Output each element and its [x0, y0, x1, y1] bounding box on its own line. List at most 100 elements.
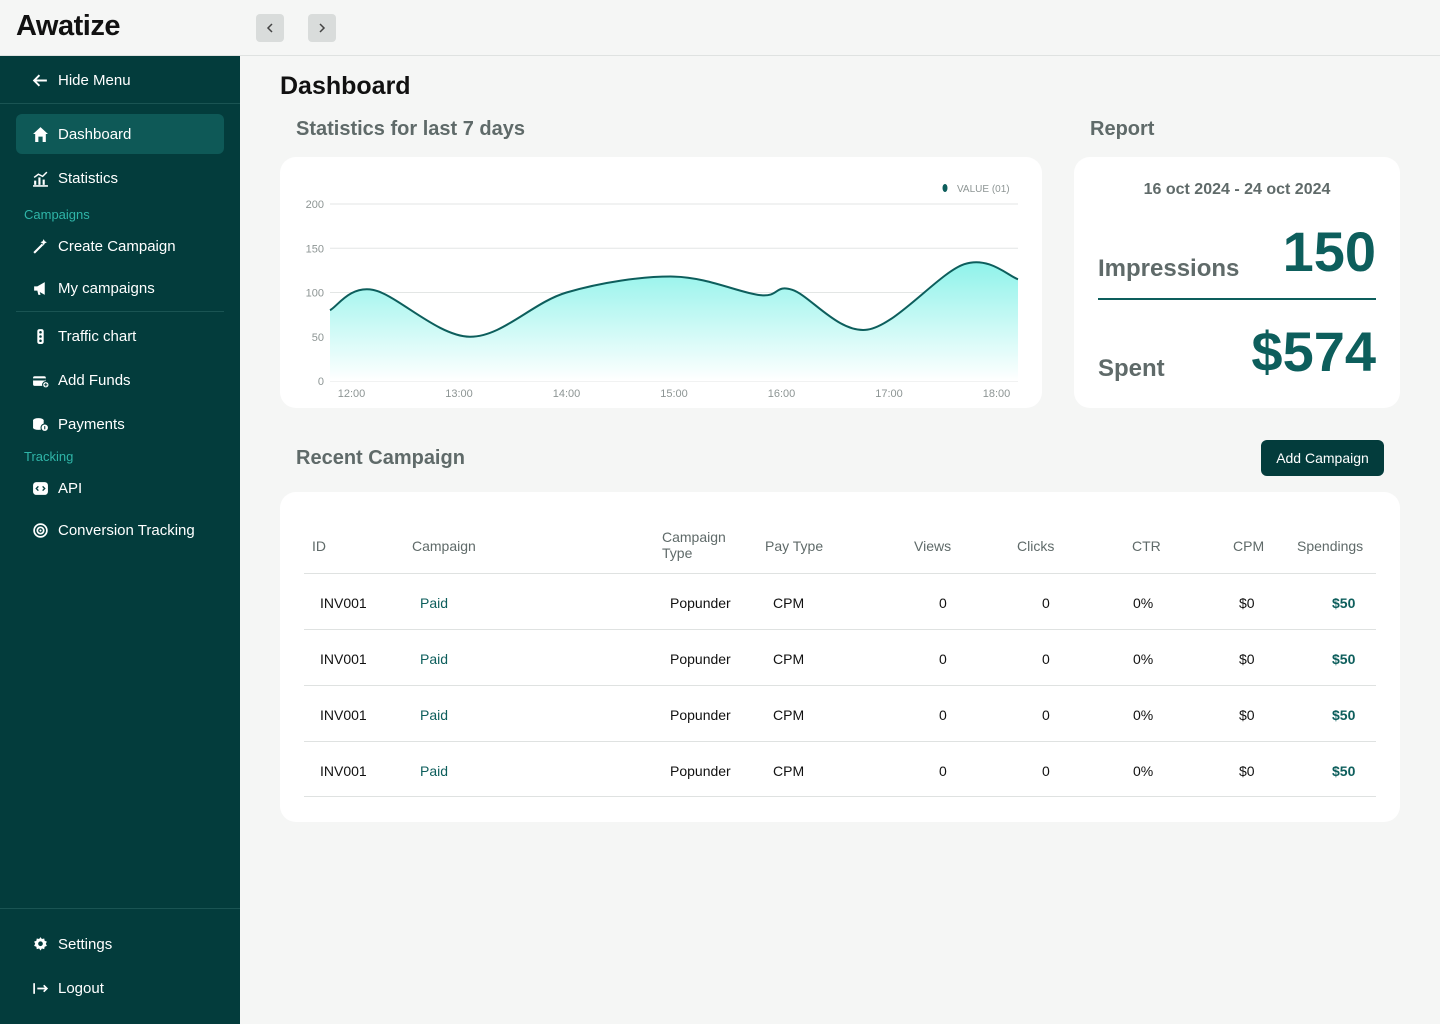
column-header-campaign[interactable]: Campaign — [412, 538, 476, 554]
column-header-spendings[interactable]: Spendings — [1297, 538, 1364, 554]
column-header-campaign-type[interactable]: Campaign Type — [662, 529, 726, 561]
report-date-range: 16 oct 2024 - 24 oct 2024 — [1143, 181, 1331, 198]
sidebar-item-conversion-tracking[interactable]: Conversion Tracking — [16, 510, 224, 550]
cell-views: 0 — [939, 595, 947, 611]
column-header-views[interactable]: Views — [914, 538, 952, 554]
sidebar-item-label: Traffic chart — [58, 327, 137, 345]
sidebar-item-payments[interactable]: Payments — [16, 404, 224, 444]
x-tick-label: 12:00 — [338, 388, 366, 400]
chart-legend: VALUE (01) — [942, 184, 1010, 195]
cell-spendings: $50 — [1332, 707, 1356, 723]
x-tick-label: 18:00 — [983, 388, 1011, 400]
cell-id: INV001 — [320, 595, 367, 611]
report-card: 16 oct 2024 - 24 oct 2024 Impressions 15… — [1074, 157, 1400, 408]
statistics-icon — [30, 168, 50, 188]
table-row[interactable]: INV001 Paid Popunder CPM 0 0 0% $0 $50 — [304, 573, 1376, 629]
sidebar-item-create-campaign[interactable]: Create Campaign — [16, 226, 224, 266]
cell-views: 0 — [939, 763, 947, 779]
column-header-clicks[interactable]: Clicks — [1017, 538, 1055, 554]
magic-wand-icon — [30, 236, 50, 256]
coins-icon — [30, 414, 50, 434]
cell-views: 0 — [939, 651, 947, 667]
divider — [0, 908, 240, 909]
sidebar-item-api[interactable]: API — [16, 468, 224, 508]
code-icon — [30, 478, 50, 498]
cell-campaign-type: Popunder — [670, 707, 731, 723]
legend-label: VALUE (01) — [957, 184, 1010, 195]
impressions-label: Impressions — [1098, 255, 1240, 282]
y-tick-label: 200 — [306, 199, 324, 211]
cell-clicks: 0 — [1042, 763, 1050, 779]
sidebar-item-my-campaigns[interactable]: My campaigns — [16, 268, 224, 308]
arrow-left-icon — [30, 70, 50, 90]
sidebar-item-traffic-chart[interactable]: Traffic chart — [16, 316, 224, 356]
section-label-tracking: Tracking — [24, 449, 74, 464]
cell-id: INV001 — [320, 651, 367, 667]
column-header-pay-type[interactable]: Pay Type — [765, 538, 824, 554]
cell-ctr: 0% — [1133, 707, 1154, 723]
back-button[interactable] — [256, 14, 284, 42]
wallet-add-icon — [30, 370, 50, 390]
cell-spendings: $50 — [1332, 763, 1356, 779]
cell-clicks: 0 — [1042, 595, 1050, 611]
sidebar-item-logout[interactable]: Logout — [16, 968, 224, 1008]
x-tick-label: 16:00 — [768, 388, 796, 400]
cell-campaign-type: Popunder — [670, 763, 731, 779]
logout-icon — [30, 978, 50, 998]
cell-ctr: 0% — [1133, 763, 1154, 779]
stats-section-title: Statistics for last 7 days — [296, 118, 525, 140]
sidebar-item-add-funds[interactable]: Add Funds — [16, 360, 224, 400]
cell-clicks: 0 — [1042, 651, 1050, 667]
cell-views: 0 — [939, 707, 947, 723]
cell-campaign-type: Popunder — [670, 595, 731, 611]
column-header-ctr[interactable]: CTR — [1132, 538, 1161, 554]
cell-campaign-link[interactable]: Paid — [420, 763, 449, 779]
chart-area — [330, 262, 1018, 381]
cell-cpm: $0 — [1239, 595, 1255, 611]
hide-menu-button[interactable]: Hide Menu — [16, 60, 224, 100]
y-tick-label: 150 — [306, 243, 324, 255]
cell-pay-type: CPM — [773, 595, 805, 611]
sidebar-item-statistics[interactable]: Statistics — [16, 158, 224, 198]
spent-label: Spent — [1098, 355, 1165, 382]
top-bar: Awatize — [0, 0, 1440, 56]
sidebar-item-label: Statistics — [58, 169, 119, 187]
sidebar-item-dashboard[interactable]: Dashboard — [16, 114, 224, 154]
app-logo[interactable]: Awatize — [16, 10, 120, 42]
impressions-value: 150 — [1282, 220, 1376, 283]
cell-spendings: $50 — [1332, 651, 1356, 667]
divider — [0, 103, 240, 104]
cell-ctr: 0% — [1133, 651, 1154, 667]
page-title: Dashboard — [280, 72, 411, 100]
sidebar: Hide Menu Dashboard Statistics Campaigns… — [0, 56, 240, 1024]
cell-cpm: $0 — [1239, 707, 1255, 723]
hide-menu-label: Hide Menu — [58, 71, 131, 89]
cell-campaign-link[interactable]: Paid — [420, 707, 449, 723]
x-tick-label: 14:00 — [553, 388, 581, 400]
cell-cpm: $0 — [1239, 651, 1255, 667]
column-header-id[interactable]: ID — [312, 538, 326, 554]
forward-button[interactable] — [308, 14, 336, 42]
cell-campaign-link[interactable]: Paid — [420, 651, 449, 667]
sidebar-item-label: Settings — [58, 935, 113, 953]
table-row[interactable]: INV001 Paid Popunder CPM 0 0 0% $0 $50 — [304, 741, 1376, 797]
recent-campaign-title: Recent Campaign — [296, 447, 465, 469]
cell-id: INV001 — [320, 763, 367, 779]
gear-icon — [30, 934, 50, 954]
table-row[interactable]: INV001 Paid Popunder CPM 0 0 0% $0 $50 — [304, 629, 1376, 685]
cell-pay-type: CPM — [773, 651, 805, 667]
cell-campaign-link[interactable]: Paid — [420, 595, 449, 611]
y-tick-label: 50 — [312, 332, 324, 344]
sidebar-item-settings[interactable]: Settings — [16, 924, 224, 964]
cell-cpm: $0 — [1239, 763, 1255, 779]
y-tick-label: 0 — [318, 376, 324, 388]
cell-clicks: 0 — [1042, 707, 1050, 723]
add-campaign-button[interactable]: Add Campaign — [1261, 440, 1384, 476]
column-header-cpm[interactable]: CPM — [1233, 538, 1265, 554]
sidebar-item-label: Dashboard — [58, 125, 132, 143]
legend-marker — [942, 184, 948, 192]
divider — [16, 311, 224, 312]
traffic-light-icon — [30, 326, 50, 346]
table-row[interactable]: INV001 Paid Popunder CPM 0 0 0% $0 $50 — [304, 685, 1376, 741]
x-tick-label: 13:00 — [445, 388, 473, 400]
